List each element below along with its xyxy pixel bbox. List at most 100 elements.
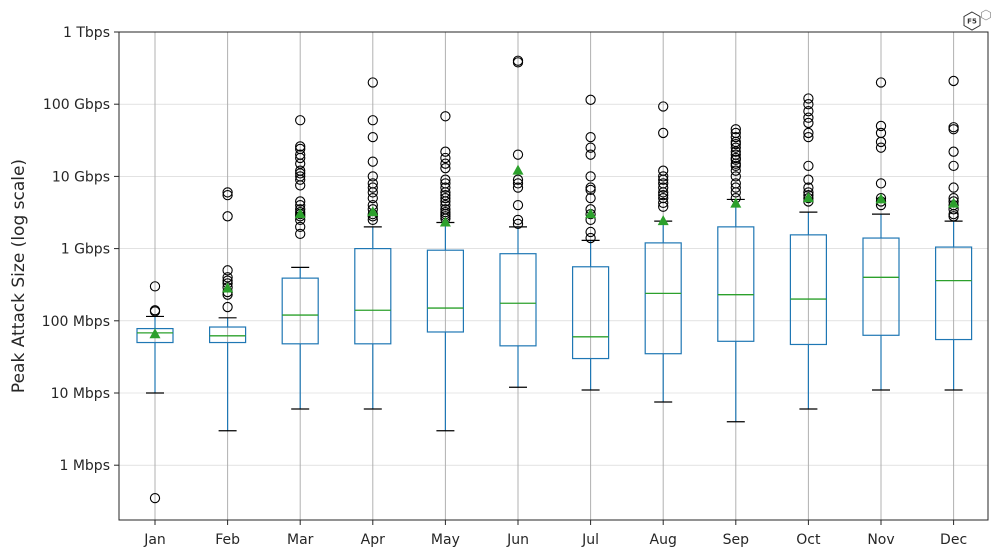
mean-marker <box>222 282 234 293</box>
outlier-point <box>875 127 887 139</box>
outlier-point <box>440 204 451 215</box>
outlier-point <box>295 196 306 207</box>
iqr-box <box>499 253 537 347</box>
outlier-point <box>440 111 451 122</box>
box-dec <box>934 220 973 391</box>
mean-markers <box>149 164 960 339</box>
outlier-point <box>658 165 669 176</box>
outlier-point <box>295 165 306 176</box>
outlier-point <box>440 182 451 193</box>
mean-marker <box>875 193 887 204</box>
mean-marker <box>585 208 597 219</box>
outlier-point <box>803 93 814 104</box>
outlier-point <box>512 218 524 230</box>
x-tick-label: Dec <box>940 532 967 548</box>
iqr-box <box>571 266 610 360</box>
outlier-point <box>658 182 669 193</box>
outlier-point <box>440 178 451 189</box>
mean-marker <box>439 216 451 227</box>
outlier-point <box>803 160 814 171</box>
outlier-point <box>295 141 306 152</box>
y-axis-ticks: 1 Mbps 10 Mbps 100 Mbps 1 Gbps 10 Gbps 100 Gb… <box>42 25 119 474</box>
y-tick-label: 1 Gbps <box>61 242 110 258</box>
outlier-point <box>222 265 233 276</box>
outlier-point <box>658 192 669 204</box>
outlier-point <box>440 174 451 185</box>
outlier-point <box>295 228 306 240</box>
outlier-point <box>512 199 524 211</box>
outlier-point <box>440 189 451 201</box>
logo-hexagon <box>963 11 981 31</box>
mean-marker <box>294 208 306 219</box>
outlier-point <box>585 192 596 204</box>
outlier-point <box>658 127 669 139</box>
x-tick-label: Aug <box>650 532 677 548</box>
outlier-point <box>948 75 959 87</box>
iqr-box <box>934 246 973 341</box>
x-axis-ticks: Jan Feb Mar Apr May Jun Jul Aug Sep Oct Nov Dec <box>143 520 967 548</box>
iqr-box <box>354 248 392 345</box>
outlier-point <box>295 149 306 160</box>
outlier-point <box>948 146 959 157</box>
outlier-point <box>512 178 524 189</box>
mean-marker <box>367 206 379 217</box>
x-tick-label: Mar <box>287 532 314 548</box>
outlier-point <box>440 158 451 169</box>
outlier-point <box>585 232 596 244</box>
outlier-point <box>803 112 814 123</box>
outlier-point <box>730 178 741 189</box>
outlier-point <box>295 221 306 233</box>
x-tick-label: Jun <box>506 532 529 548</box>
x-tick-label: Apr <box>361 532 385 548</box>
iqr-box <box>209 326 247 344</box>
outlier-point <box>585 149 596 160</box>
outlier-point <box>512 174 524 185</box>
mean-marker <box>657 215 669 226</box>
outlier-point <box>222 272 233 283</box>
plot-frame <box>118 31 989 521</box>
outlier-point <box>295 143 306 155</box>
outlier-point <box>440 192 451 204</box>
outlier-point <box>658 201 669 212</box>
outlier-point <box>730 165 741 176</box>
outlier-point <box>585 226 596 238</box>
iqr-box <box>644 242 682 355</box>
box-nov <box>862 213 900 391</box>
x-tick-label: May <box>431 532 460 548</box>
outlier-point <box>658 178 669 189</box>
y-tick-label: 1 Tbps <box>63 25 110 41</box>
y-axis-title: Peak Attack Size (log scale) <box>9 159 29 393</box>
brand-logo: F5 <box>963 9 991 31</box>
outlier-point <box>440 163 451 174</box>
x-tick-label: Jan <box>143 532 166 548</box>
x-tick-label: Oct <box>796 532 821 548</box>
outlier-point <box>585 142 596 153</box>
outlier-point <box>367 77 378 88</box>
outlier-point <box>512 214 524 226</box>
outlier-point <box>585 131 596 143</box>
box-jun <box>499 226 537 388</box>
outlier-point <box>149 306 161 317</box>
logo-small-hexagon <box>981 9 991 21</box>
y-tick-label: 100 Gbps <box>43 97 110 113</box>
iqr-box <box>862 237 900 336</box>
outlier-point <box>585 182 596 193</box>
iqr-box <box>789 234 828 346</box>
outlier-point <box>658 171 669 182</box>
x-tick-label: Nov <box>867 532 894 548</box>
outlier-point <box>803 131 814 143</box>
outlier-point <box>658 189 669 201</box>
outlier-point <box>803 99 814 110</box>
box-mar <box>281 266 319 410</box>
outlier-point <box>875 178 887 189</box>
box-jul <box>571 239 610 391</box>
outlier-point <box>222 301 233 313</box>
outlier-point <box>295 115 306 126</box>
mean-marker <box>730 197 742 208</box>
mean-marker <box>512 164 524 175</box>
outlier-point <box>730 182 741 193</box>
outlier-point <box>367 115 378 126</box>
outlier-point <box>367 171 378 182</box>
mean-marker <box>948 197 960 208</box>
